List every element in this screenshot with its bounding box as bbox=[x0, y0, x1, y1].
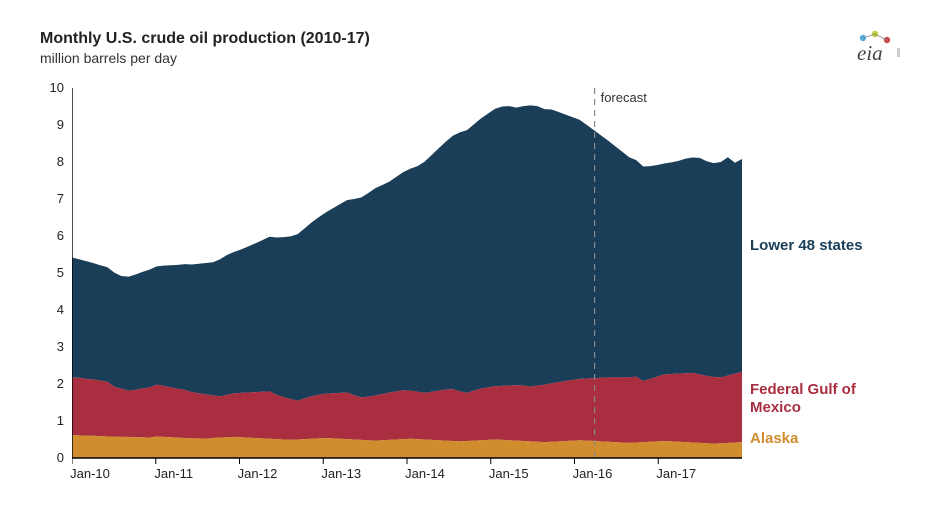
chart-title: Monthly U.S. crude oil production (2010-… bbox=[40, 30, 900, 48]
y-tick-label: 5 bbox=[40, 265, 64, 280]
series-label-alaska: Alaska bbox=[750, 430, 870, 448]
chart-plot bbox=[72, 88, 744, 470]
y-tick-label: 7 bbox=[40, 191, 64, 206]
y-tick-label: 0 bbox=[40, 450, 64, 465]
area-Lower 48 states bbox=[72, 105, 742, 400]
x-tick-label: Jan-10 bbox=[70, 466, 110, 481]
y-tick-label: 10 bbox=[40, 80, 64, 95]
y-tick-label: 2 bbox=[40, 376, 64, 391]
series-label-federal-gulf-of-mexico: Federal Gulf of Mexico bbox=[750, 381, 870, 417]
y-tick-label: 1 bbox=[40, 413, 64, 428]
x-tick-label: Jan-17 bbox=[656, 466, 696, 481]
y-tick-label: 9 bbox=[40, 117, 64, 132]
forecast-label: forecast bbox=[601, 90, 647, 105]
eia-logo: eia bbox=[853, 26, 913, 66]
y-tick-label: 3 bbox=[40, 339, 64, 354]
x-tick-label: Jan-16 bbox=[573, 466, 613, 481]
chart-subtitle: million barrels per day bbox=[40, 50, 900, 66]
svg-text:eia: eia bbox=[857, 41, 883, 65]
x-tick-label: Jan-12 bbox=[238, 466, 278, 481]
x-tick-label: Jan-11 bbox=[154, 466, 193, 481]
x-tick-label: Jan-14 bbox=[405, 466, 445, 481]
y-tick-label: 8 bbox=[40, 154, 64, 169]
series-label-lower-48-states: Lower 48 states bbox=[750, 237, 870, 255]
x-tick-label: Jan-15 bbox=[489, 466, 529, 481]
x-tick-label: Jan-13 bbox=[321, 466, 361, 481]
y-tick-label: 4 bbox=[40, 302, 64, 317]
y-tick-label: 6 bbox=[40, 228, 64, 243]
